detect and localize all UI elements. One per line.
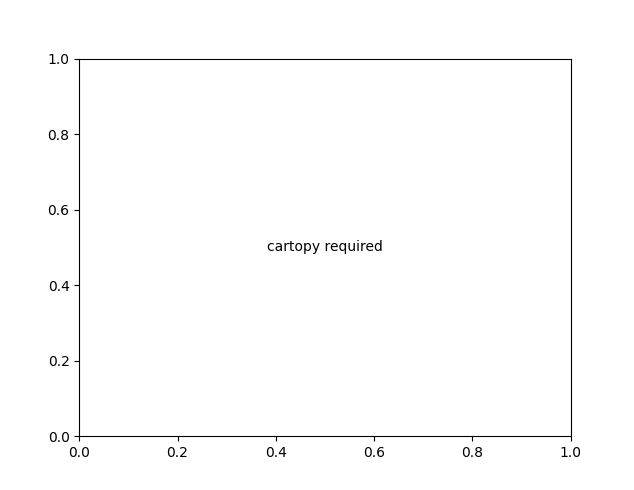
Text: cartopy required: cartopy required: [267, 241, 383, 254]
